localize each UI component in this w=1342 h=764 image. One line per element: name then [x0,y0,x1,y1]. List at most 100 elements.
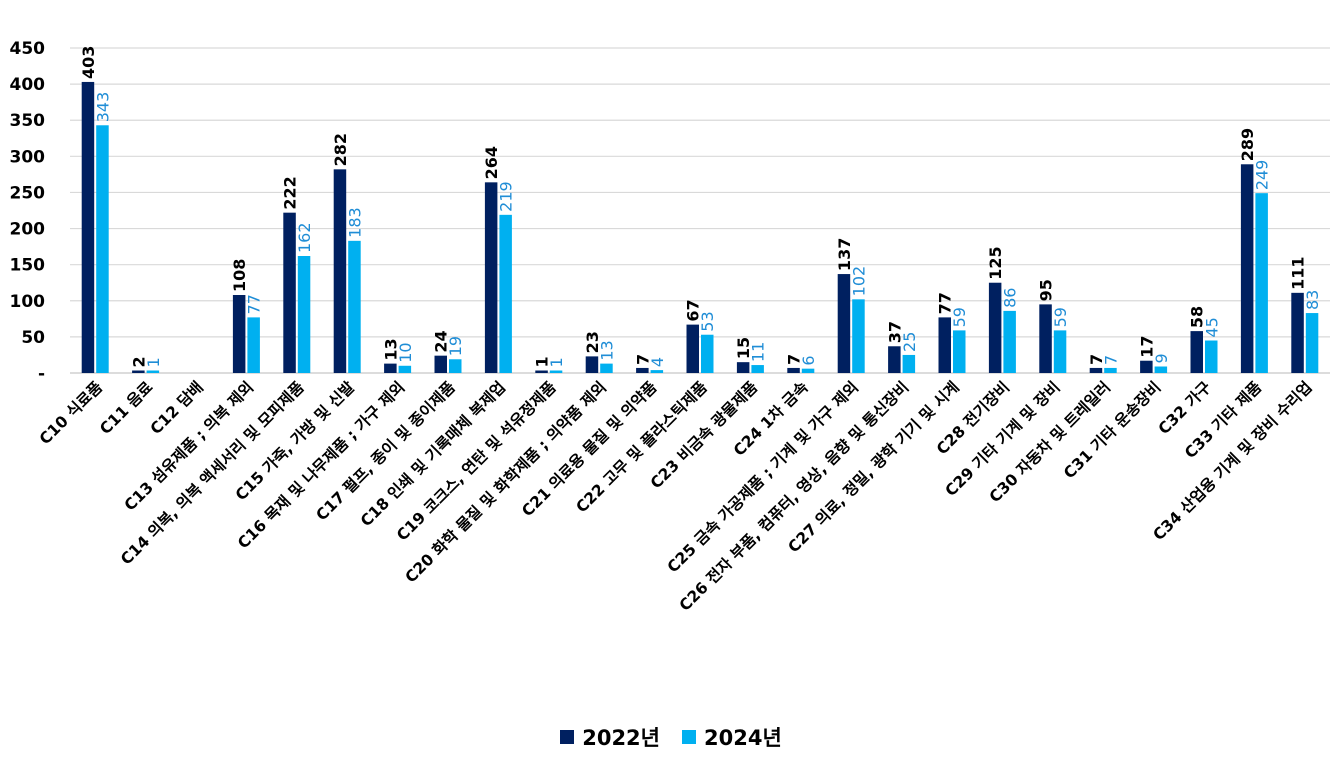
bar-2022 [686,324,699,373]
y-tick-label: 100 [10,292,46,312]
data-label-2022: 58 [1188,306,1207,328]
data-label-2022: 67 [684,299,703,321]
data-label-2022: 125 [986,246,1005,279]
data-label-2024: 19 [446,336,465,356]
data-label-2024: 343 [93,92,112,123]
legend-swatch-2024 [682,730,696,744]
legend-label-2022: 2022년 [582,726,660,750]
y-tick-label: 50 [21,328,45,348]
bar-2024 [398,365,412,373]
bar-2024 [1003,310,1016,373]
bar-2022 [384,363,397,373]
data-label-2022: 264 [482,146,501,179]
y-tick-label: 400 [10,75,46,95]
data-label-2022: 7 [785,354,804,365]
data-label-2022: 7 [1087,354,1106,365]
x-tick-label: C31 기타 운송장비 [1060,378,1164,482]
y-tick-label: 300 [10,147,46,167]
data-label-2024: 83 [1303,290,1322,310]
data-label-2024: 86 [1001,288,1020,308]
bar-2024 [751,365,764,373]
bar-2024 [1255,193,1268,373]
data-label-2022: 15 [734,337,753,359]
bar-2024 [1104,367,1117,373]
legend-label-2024: 2024년 [704,726,782,750]
bars [81,81,1319,374]
bar-2022 [132,370,145,373]
legend-item-2022[interactable]: 2022년 [560,722,660,752]
data-label-2024: 13 [597,340,616,360]
bar-2024 [600,363,613,373]
legend: 2022년 2024년 [0,722,1342,752]
x-tick-label: C11 음료 [96,378,156,438]
bar-2024 [1305,313,1319,373]
y-axis: - 50 100 150 200 250 300 350 400 450 [10,39,46,384]
data-label-2022: 108 [230,259,249,292]
data-label-2024: 4 [648,357,667,367]
bar-2024 [650,370,664,373]
bar-2022 [1291,292,1304,373]
bar-2024 [96,125,109,374]
data-label-2022: 1 [533,356,552,367]
data-label-2022: 403 [79,46,98,79]
x-tick-label: C10 식료품 [36,378,106,448]
data-label-2022: 7 [633,354,652,365]
bar-2022 [484,182,498,373]
y-tick-label: 200 [10,220,46,240]
bar-2024 [499,214,512,373]
bar-2024 [1205,340,1218,373]
data-label-2024: 10 [396,342,415,362]
y-tick-label: - [38,364,45,384]
bar-2024 [701,334,714,373]
bar-2022 [1190,331,1203,373]
bar-2022 [837,274,851,373]
data-label-2022: 37 [885,321,904,343]
bar-2024 [1053,330,1067,373]
bar-2022 [535,370,548,373]
bar-2022 [736,362,750,373]
data-label-2024: 45 [1202,317,1221,337]
data-label-2024: 6 [799,355,818,365]
data-label-2024: 102 [849,266,868,297]
bar-2024 [297,256,311,373]
data-label-2022: 2 [129,356,148,367]
bar-2024 [348,240,361,373]
bar-2022 [585,356,599,373]
bar-2022 [988,282,1002,373]
x-tick-label: C26 전자 부품, 컴퓨터, 영상, 음향 및 통신장비 [675,377,912,614]
data-label-2022: 24 [432,330,451,352]
legend-item-2024[interactable]: 2024년 [682,722,782,752]
bar-2022 [283,212,296,373]
bar-2024 [801,368,815,373]
bar-2024 [902,354,916,373]
data-label-2024: 25 [900,332,919,352]
data-label-2024: 162 [295,222,314,253]
data-label-2024: 77 [245,294,264,314]
data-label-2022: 13 [381,338,400,360]
data-label-2024: 9 [1152,353,1171,363]
data-label-2024: 11 [749,342,768,362]
bar-2024 [449,359,462,373]
data-label-2022: 95 [1037,279,1056,301]
bar-2022 [232,295,246,373]
data-label-2022: 111 [1289,256,1308,289]
y-tick-label: 150 [10,256,46,276]
bar-2024 [953,330,966,373]
data-label-2024: 7 [1101,355,1120,365]
bar-2022 [888,346,901,373]
data-label-2022: 77 [936,292,955,314]
y-tick-label: 450 [10,39,46,59]
data-label-2024: 219 [497,181,516,212]
data-label-2024: 53 [698,311,717,331]
bar-2022 [1140,360,1153,373]
data-label-2024: 183 [345,207,364,238]
y-tick-label: 250 [10,183,46,203]
bar-2022 [938,317,951,373]
bar-2022 [434,355,447,373]
bar-2022 [1089,367,1103,373]
data-label-2024: 1 [547,357,566,367]
data-label-2024: 249 [1253,160,1272,191]
x-tick-label: C14 의복, 의복 액세서리 및 모피제품 [117,377,308,568]
